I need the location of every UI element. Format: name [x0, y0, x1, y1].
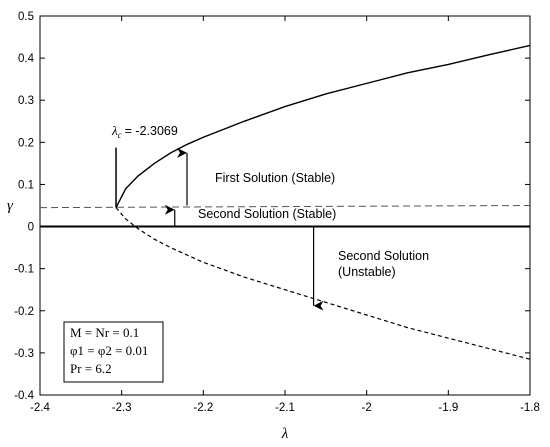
y-tick-label: 0.1 — [18, 179, 34, 191]
y-tick-label: -0.3 — [14, 348, 34, 360]
param-line-2: φ1 = φ2 = 0.01 — [70, 343, 148, 358]
x-tick-label: -2 — [362, 402, 372, 414]
second-unstable-label-2: (Unstable) — [338, 265, 396, 279]
y-tick-label: -0.1 — [14, 264, 34, 276]
param-line-3: Pr = 6.2 — [70, 361, 112, 376]
y-tick-label: 0.2 — [18, 137, 34, 149]
x-tick-label: -2.4 — [30, 402, 50, 414]
ticks: -2.4 -2.3 -2.2 -2.1 -2 -1.9 -1.8 -0.4 -0.3 -0.2 -0… — [14, 11, 540, 414]
y-tick-label: 0 — [28, 222, 34, 234]
y-tick-label: -0.2 — [14, 306, 34, 318]
parameter-box-frame — [63, 321, 164, 383]
critical-subscript: c — [118, 130, 122, 140]
y-tick-label: -0.4 — [14, 390, 34, 402]
x-tick-label: -2.1 — [275, 402, 295, 414]
y-tick-label: 0.3 — [18, 95, 34, 107]
series-lines — [39, 44, 531, 360]
x-axis-label: λ — [281, 426, 289, 442]
y-tick-label: 0.4 — [18, 53, 35, 65]
critical-lambda: λ — [111, 123, 118, 138]
x-tick-label: -1.8 — [520, 402, 540, 414]
x-tick-label: -2.2 — [193, 402, 213, 414]
x-tick-label: -1.9 — [438, 402, 458, 414]
x-tick-label: -2.3 — [112, 402, 132, 414]
critical-point-label: λc = -2.3069 — [111, 123, 178, 140]
param-line-1: M = Nr = 0.1 — [70, 325, 139, 340]
second-unstable-label-1: Second Solution — [338, 249, 429, 263]
y-tick-label: 0.5 — [18, 11, 34, 23]
y-axis-label: γ — [7, 198, 14, 214]
critical-value: = -2.3069 — [125, 124, 178, 138]
series-line-3 — [39, 205, 531, 209]
first-solution-label: First Solution (Stable) — [215, 171, 335, 185]
second-stable-label: Second Solution (Stable) — [198, 207, 336, 221]
series-line-1 — [115, 44, 531, 208]
arrows — [164, 147, 324, 311]
series-line-2 — [115, 207, 531, 360]
parameter-box: M = Nr = 0.1 φ1 = φ2 = 0.01 Pr = 6.2 — [63, 321, 164, 383]
